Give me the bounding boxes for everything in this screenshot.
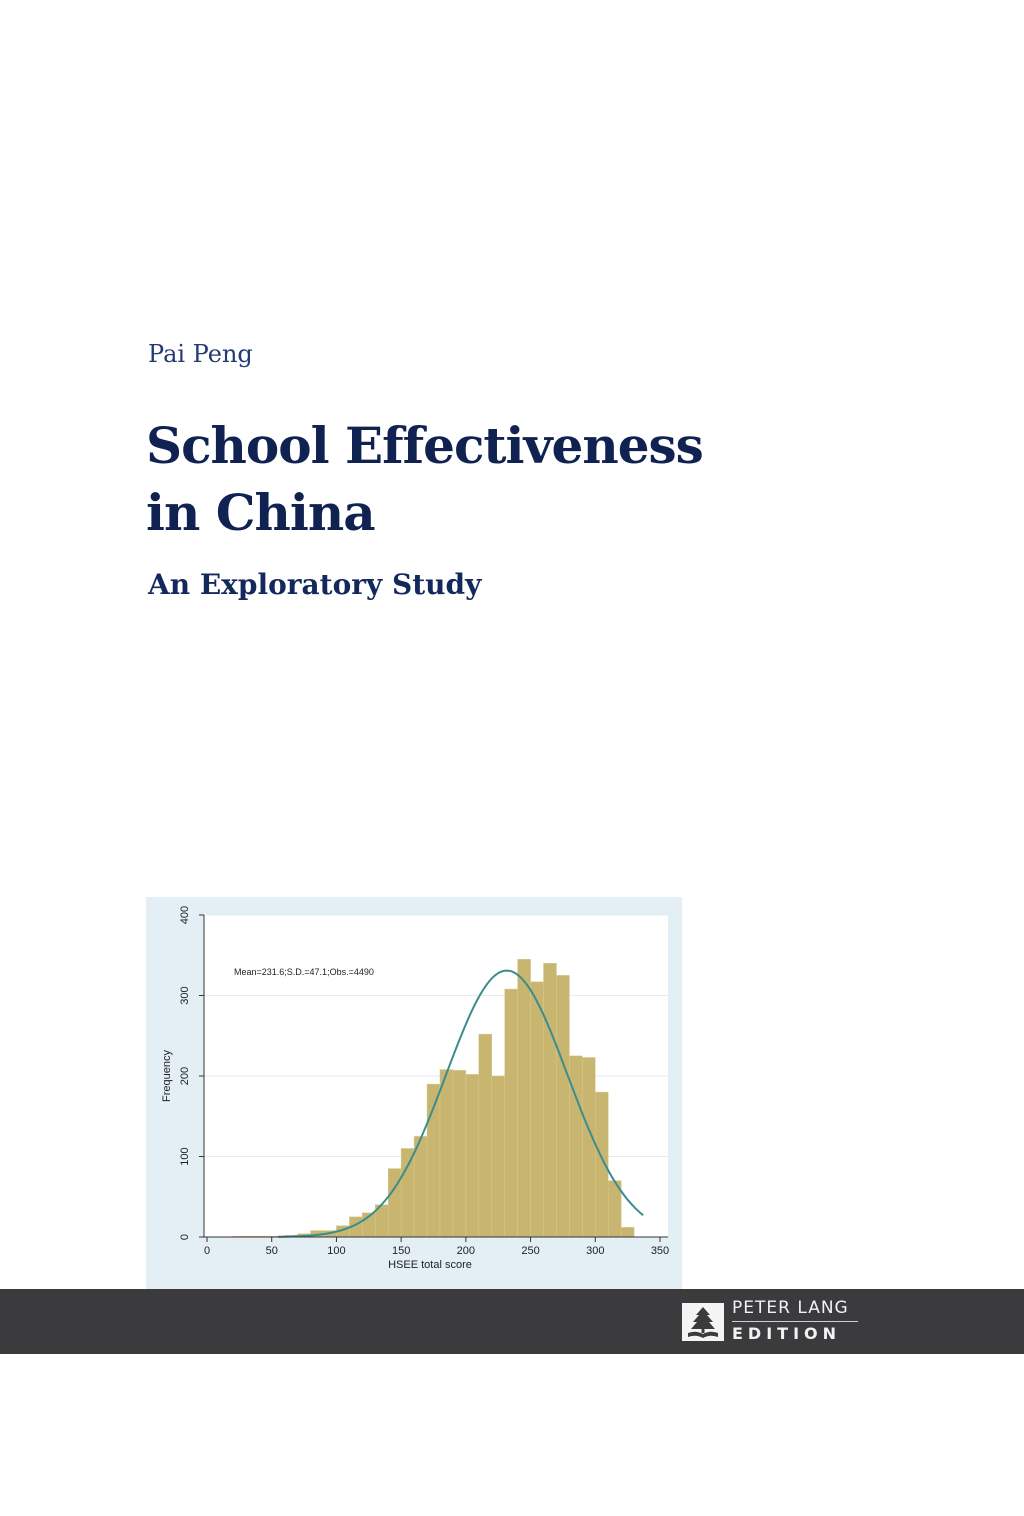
x-tick-label: 350 — [651, 1245, 669, 1257]
x-tick-label: 250 — [521, 1245, 539, 1257]
histogram-bar — [413, 1136, 428, 1238]
book-title: School Effectiveness in China — [146, 412, 846, 546]
logo-wordmark-bottom: EDITION — [732, 1324, 842, 1343]
x-tick-label: 100 — [327, 1245, 345, 1257]
histogram-bar — [582, 1057, 596, 1238]
x-tick-label: 50 — [266, 1245, 278, 1257]
histogram-bar — [452, 1070, 467, 1238]
author-name: Pai Peng — [148, 340, 253, 368]
y-axis-title: Frequency — [161, 1050, 173, 1102]
histogram-chart: 0 50 100 150 200 250 300 350 0 100 200 300 400 HSEE t… — [161, 906, 669, 1271]
histogram-bar — [465, 1074, 480, 1238]
histogram-bar — [504, 988, 518, 1238]
x-tick-label: 200 — [457, 1245, 475, 1257]
y-tick-label: 0 — [179, 1234, 191, 1240]
y-tick-label: 100 — [179, 1147, 191, 1165]
book-subtitle: An Exploratory Study — [148, 568, 482, 601]
histogram-bar — [620, 1227, 635, 1238]
histogram-bar — [595, 1091, 609, 1238]
chart-axes — [199, 914, 668, 1242]
x-tick-label: 0 — [204, 1245, 210, 1257]
logo-emblem — [682, 1303, 724, 1341]
chart-annotation: Mean=231.6;S.D.=47.1;Obs.=4490 — [234, 967, 374, 977]
publisher-logo: PETER LANG EDITION — [682, 1297, 858, 1347]
y-tick-label: 200 — [179, 1067, 191, 1085]
logo-divider — [732, 1321, 858, 1322]
footer-band — [0, 1289, 1024, 1354]
x-tick-label: 150 — [392, 1245, 410, 1257]
histogram-bar — [439, 1069, 454, 1238]
histogram-bar — [517, 959, 531, 1238]
x-axis-title: HSEE total score — [388, 1259, 472, 1271]
y-tick-label: 300 — [179, 986, 191, 1004]
cover-histogram-figure: 0 50 100 150 200 250 300 350 0 100 200 300 400 HSEE t… — [146, 897, 682, 1289]
histogram-bar — [543, 963, 557, 1238]
chart-curve — [278, 969, 644, 1238]
histogram-bar — [530, 981, 544, 1238]
chart-labels: 0 50 100 150 200 250 300 350 0 100 200 300 400 HSEE t… — [161, 906, 669, 1271]
histogram-bar — [478, 1033, 492, 1238]
y-tick-label: 400 — [179, 906, 191, 924]
book-title-line-1: School Effectiveness — [146, 416, 704, 475]
histogram-bar — [491, 1075, 505, 1238]
normal-density-curve — [278, 969, 644, 1238]
x-tick-label: 300 — [586, 1245, 604, 1257]
book-tree-icon — [688, 1307, 718, 1338]
histogram-bar — [400, 1148, 415, 1238]
histogram-bar — [556, 975, 570, 1238]
book-title-line-2: in China — [146, 483, 376, 542]
logo-wordmark-top: PETER LANG — [732, 1298, 849, 1318]
